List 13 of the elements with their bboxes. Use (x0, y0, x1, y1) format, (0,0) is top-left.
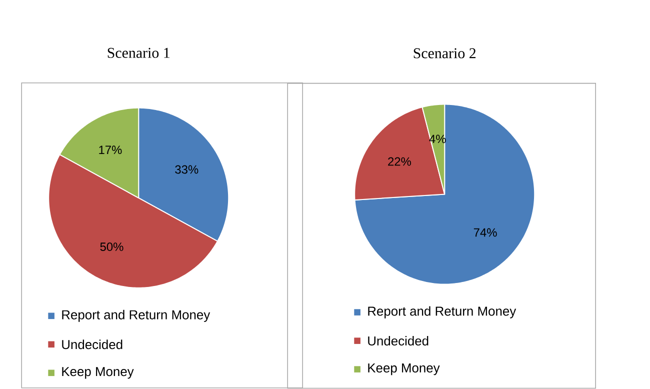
data-label: 74% (474, 228, 497, 237)
legend-label: Keep Money (368, 364, 440, 376)
legend-label: Undecided (368, 336, 428, 346)
legend-label: Undecided (62, 340, 122, 350)
data-label: 33% (175, 165, 198, 174)
legend-label: Report and Return Money (368, 306, 516, 318)
legend-label: Keep Money (62, 367, 134, 379)
data-label: 22% (388, 157, 411, 166)
data-label: 17% (99, 146, 122, 154)
chart-title: Scenario 2 (414, 48, 476, 58)
chart-title: Scenario 1 (108, 48, 170, 58)
legend-label: Report and Return Money (62, 310, 210, 322)
data-label: 50% (100, 242, 124, 252)
